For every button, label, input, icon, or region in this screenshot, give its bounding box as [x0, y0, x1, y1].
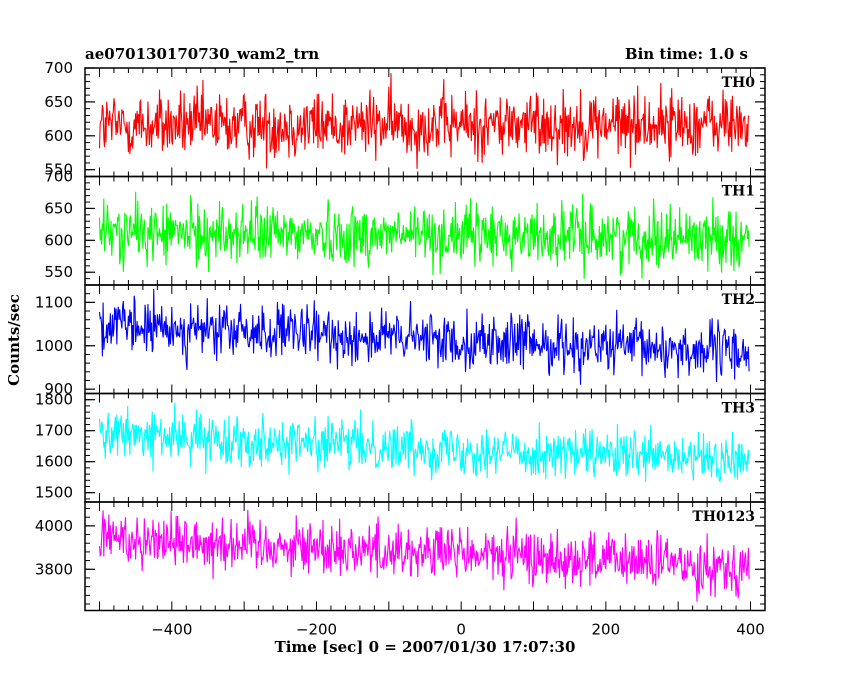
- panel-label-th1: TH1: [722, 184, 755, 200]
- y-tick-label: 650: [44, 93, 73, 111]
- y-tick-label: 600: [44, 127, 73, 145]
- y-tick-label: 900: [44, 380, 73, 398]
- x-tick-label: 200: [592, 621, 621, 639]
- x-tick-label: 400: [736, 621, 765, 639]
- x-tick-label: 0: [456, 621, 466, 639]
- panel-label-th0: TH0: [722, 75, 756, 91]
- chart-title: ae070130170730_wam2_trn: [85, 45, 320, 63]
- y-tick-label: 1700: [35, 422, 73, 440]
- y-tick-label: 600: [44, 231, 73, 249]
- panel-label-th3: TH3: [722, 401, 755, 417]
- series-line-th3: [98, 402, 750, 482]
- x-axis-label: Time [sec] 0 = 2007/01/30 17:07:30: [274, 638, 576, 656]
- y-tick-label: 1100: [35, 293, 73, 311]
- x-tick-label: −400: [151, 621, 192, 639]
- bin-time-label: Bin time: 1.0 s: [624, 45, 748, 63]
- y-axis-label: Counts/sec: [5, 294, 23, 386]
- y-tick-label: 650: [44, 199, 73, 217]
- panel-frame-th3: [84, 392, 766, 503]
- y-tick-label: 1600: [35, 453, 73, 471]
- series-line-th0: [98, 73, 750, 169]
- y-tick-label: 4000: [35, 517, 73, 535]
- panel-label-th2: TH2: [722, 292, 755, 308]
- x-tick-label: −200: [296, 621, 337, 639]
- series-line-th1: [98, 191, 750, 279]
- series-line-th2: [98, 289, 750, 385]
- y-tick-label: 1000: [35, 337, 73, 355]
- y-tick-label: 550: [44, 263, 73, 281]
- y-tick-label: 700: [44, 168, 73, 186]
- panel-frame-th0123: [84, 501, 766, 612]
- y-tick-label: 1500: [35, 484, 73, 502]
- y-tick-label: 3800: [35, 560, 73, 578]
- series-line-th0123: [98, 509, 750, 602]
- panel-label-th0123: TH0123: [692, 509, 755, 525]
- y-tick-label: 700: [44, 59, 73, 77]
- y-tick-label: 1800: [35, 391, 73, 409]
- y-tick-label: 550: [44, 161, 73, 179]
